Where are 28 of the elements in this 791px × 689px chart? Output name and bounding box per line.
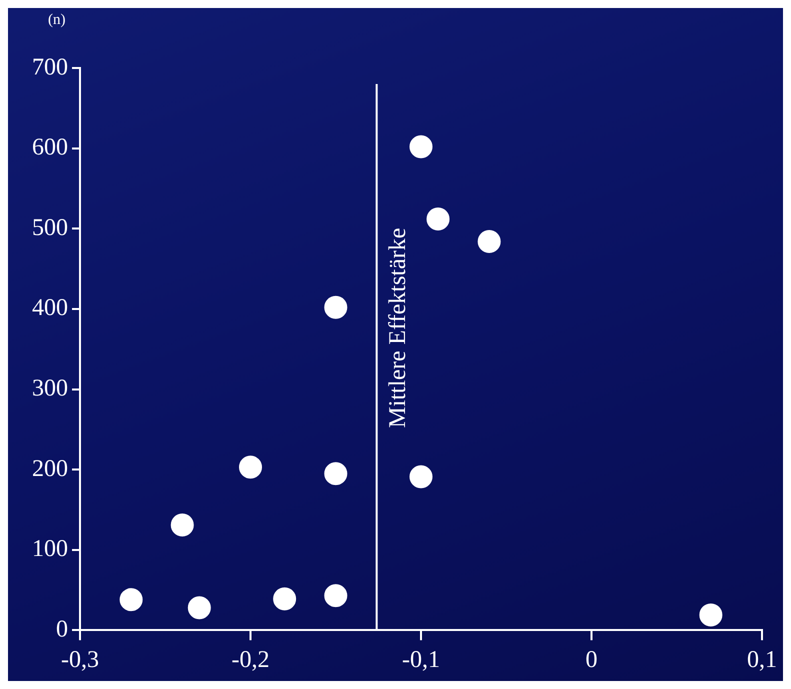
- point: [324, 462, 348, 486]
- point: [324, 296, 348, 319]
- x-tick-label: 0,1: [747, 646, 777, 673]
- y-tick-label: 400: [32, 295, 68, 322]
- x-tick-label: -0,1: [402, 646, 440, 673]
- point: [426, 207, 450, 230]
- point: [273, 587, 296, 610]
- y-tick-label: 300: [32, 376, 68, 402]
- y-tick-label: 500: [32, 214, 68, 241]
- y-tick-label: 700: [32, 54, 68, 80]
- y-axis-title: (n): [48, 12, 66, 28]
- y-tick-label: 600: [32, 134, 68, 161]
- point: [410, 135, 432, 158]
- point: [410, 465, 432, 488]
- point: [120, 588, 143, 612]
- point: [699, 603, 722, 626]
- y-tick-label: 200: [32, 456, 68, 482]
- x-tick-label: 0: [586, 646, 598, 673]
- x-tick-label: -0,2: [232, 646, 270, 673]
- point: [188, 596, 211, 620]
- point: [478, 230, 501, 253]
- point: [239, 456, 262, 479]
- x-tick-label: -0,3: [61, 646, 99, 673]
- point: [324, 584, 348, 608]
- y-tick-label: 100: [32, 536, 68, 562]
- ref-line-label: Mittlere Effektstärke: [384, 228, 411, 428]
- y-tick-label: 0: [56, 616, 68, 642]
- point: [170, 513, 194, 536]
